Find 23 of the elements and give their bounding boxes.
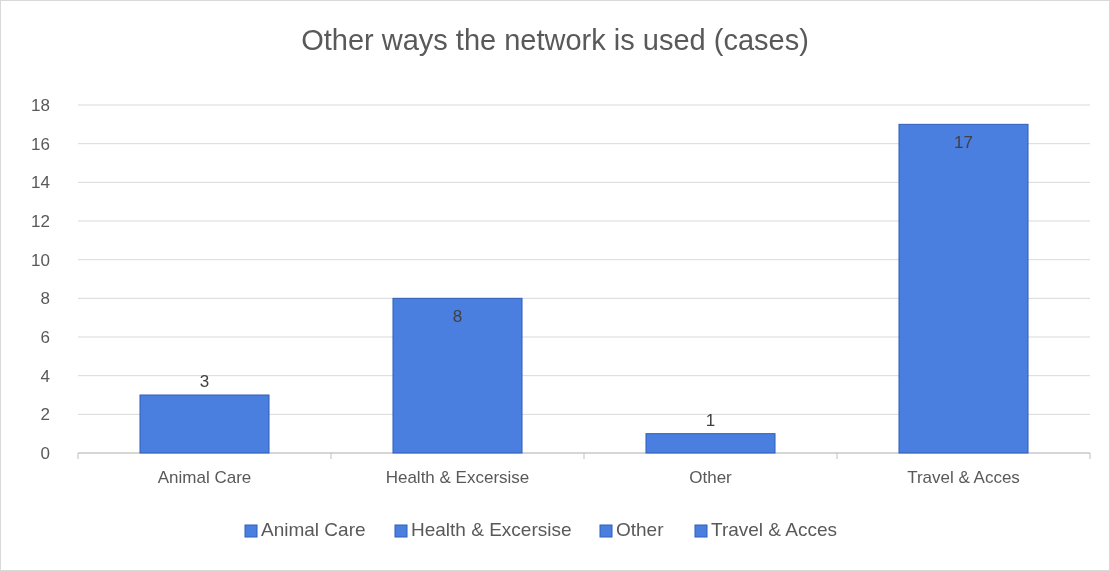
legend-label: Travel & Acces	[711, 519, 838, 540]
y-tick-label: 14	[31, 173, 50, 193]
x-tick-label: Health & Excersise	[385, 468, 530, 487]
x-tick-label: Animal Care	[157, 468, 252, 487]
y-tick-label: 12	[31, 212, 50, 231]
y-tick-label: 2	[40, 405, 50, 425]
legend-label: Other	[616, 519, 665, 540]
y-tick-label: 10	[31, 250, 50, 270]
y-tick-label: 18	[31, 96, 50, 115]
legend-label: Animal Care	[261, 519, 366, 540]
y-tick-label: 8	[40, 289, 50, 309]
x-tick-label: Travel & Acces	[907, 468, 1020, 487]
data-label: 1	[705, 410, 716, 430]
chart-title: Other ways the network is used (cases)	[301, 24, 809, 56]
y-tick-label: 6	[40, 328, 50, 347]
y-tick-label: 16	[31, 134, 50, 154]
y-tick-label: 0	[40, 444, 50, 463]
y-tick-label: 4	[40, 366, 50, 386]
legend-label: Health & Excersise	[411, 519, 572, 540]
x-tick-label: Other	[689, 468, 733, 487]
data-label: 3	[199, 372, 210, 391]
data-label: 8	[452, 307, 463, 327]
data-label: 17	[954, 133, 973, 153]
